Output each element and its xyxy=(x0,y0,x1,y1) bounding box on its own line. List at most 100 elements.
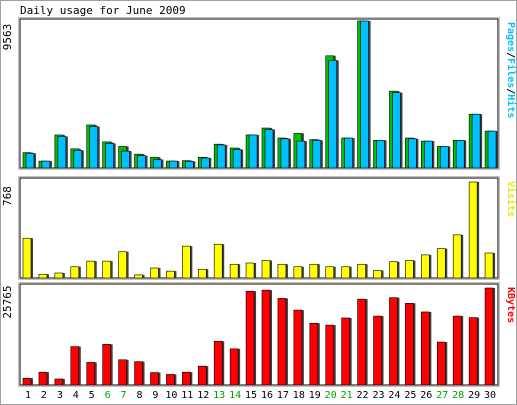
bar-files-day-29 xyxy=(471,113,481,169)
bar-kbytes-day-7 xyxy=(118,359,127,386)
bar-kbytes-day-16 xyxy=(261,289,271,386)
x-tick-label-day-14: 14 xyxy=(229,390,241,401)
bar-files-day-2 xyxy=(41,160,51,169)
bar-files-day-13 xyxy=(216,144,226,169)
bar-kbytes-day-6 xyxy=(102,344,111,386)
panel-1-ylabel: Visits xyxy=(505,181,517,217)
bar-kbytes-day-29 xyxy=(468,317,478,386)
bar-visits-day-3 xyxy=(54,272,64,279)
bar-files-day-25 xyxy=(408,138,417,169)
x-tick-label-day-4: 4 xyxy=(73,390,79,401)
bar-kbytes-day-27 xyxy=(436,341,446,386)
bar-kbytes-day-19 xyxy=(309,322,319,386)
bar-files-day-12 xyxy=(200,157,210,169)
panel-1-ymax-label: 768 xyxy=(1,186,14,206)
panel-0-ylabel-part: / xyxy=(505,52,516,58)
bar-visits-day-6 xyxy=(102,260,111,279)
bar-visits-day-8 xyxy=(134,274,143,279)
x-tick-label-day-27: 27 xyxy=(436,390,448,401)
bar-kbytes-day-11 xyxy=(182,371,191,386)
panel-1-outer-border xyxy=(18,176,500,280)
panel-2-frame xyxy=(19,283,499,386)
panel-0-ylabel-part: Pages xyxy=(505,22,516,52)
bar-kbytes-day-24 xyxy=(389,297,398,386)
bar-visits-day-27 xyxy=(436,248,446,279)
x-tick-label-day-13: 13 xyxy=(213,390,225,401)
bar-files-day-22 xyxy=(360,20,369,169)
bar-visits-day-24 xyxy=(389,261,398,279)
bar-files-day-17 xyxy=(280,138,290,169)
x-tick-label-day-18: 18 xyxy=(293,390,305,401)
bar-visits-day-7 xyxy=(118,251,127,279)
panel-1-frame xyxy=(19,177,499,279)
x-tick-label-day-23: 23 xyxy=(372,390,384,401)
bar-kbytes-day-25 xyxy=(405,303,414,386)
x-tick-label-day-10: 10 xyxy=(165,390,177,401)
bar-files-day-4 xyxy=(73,150,83,169)
bar-kbytes-day-28 xyxy=(452,315,462,386)
bar-files-day-19 xyxy=(312,140,322,169)
bar-files-day-5 xyxy=(89,126,99,169)
panel-0-outer-border xyxy=(18,17,500,170)
bar-visits-day-22 xyxy=(357,263,366,279)
bar-files-day-16 xyxy=(264,129,274,169)
bar-kbytes-day-22 xyxy=(357,298,366,386)
x-tick-label-day-24: 24 xyxy=(388,390,400,401)
bar-visits-day-29 xyxy=(468,181,478,279)
bar-visits-day-28 xyxy=(452,234,462,279)
bar-kbytes-day-17 xyxy=(277,298,287,386)
bar-visits-day-17 xyxy=(277,263,287,279)
x-tick-label-day-1: 1 xyxy=(25,390,31,401)
x-tick-label-day-17: 17 xyxy=(277,390,289,401)
x-tick-label-day-6: 6 xyxy=(105,390,111,401)
bar-files-day-11 xyxy=(185,161,194,169)
panel-2-ylabel: KBytes xyxy=(505,287,516,323)
bar-kbytes-day-5 xyxy=(86,362,96,386)
bar-files-day-27 xyxy=(439,146,449,169)
bar-kbytes-day-2 xyxy=(38,371,48,386)
bar-visits-day-15 xyxy=(245,262,255,279)
bar-files-day-30 xyxy=(487,130,497,169)
bar-files-day-14 xyxy=(232,149,242,169)
bar-kbytes-day-15 xyxy=(245,290,255,386)
bar-visits-day-21 xyxy=(341,266,350,279)
x-tick-label-day-15: 15 xyxy=(245,390,257,401)
panel-0-ylabel-part: Hits xyxy=(505,94,517,118)
x-tick-label-day-3: 3 xyxy=(57,390,63,401)
bar-kbytes-day-12 xyxy=(197,365,207,386)
bar-files-day-18 xyxy=(296,140,306,169)
bar-files-day-10 xyxy=(169,160,178,169)
bar-visits-day-30 xyxy=(484,252,494,279)
x-tick-label-day-20: 20 xyxy=(325,390,337,401)
panel-2-ymax-label: 25765 xyxy=(1,285,14,318)
bar-kbytes-day-9 xyxy=(150,372,159,386)
bar-visits-day-12 xyxy=(197,268,207,279)
bar-files-day-6 xyxy=(105,143,114,169)
x-tick-label-day-8: 8 xyxy=(136,390,142,401)
bar-files-day-3 xyxy=(57,136,67,169)
bar-kbytes-day-26 xyxy=(421,311,430,386)
panel-0-ylabel-part: Files xyxy=(505,58,517,88)
x-tick-label-day-25: 25 xyxy=(404,390,416,401)
bar-files-day-7 xyxy=(121,150,130,169)
x-tick-label-day-28: 28 xyxy=(452,390,464,401)
x-tick-label-day-16: 16 xyxy=(261,390,273,401)
bar-visits-day-25 xyxy=(405,260,414,279)
bar-kbytes-day-14 xyxy=(229,348,239,386)
x-tick-label-day-22: 22 xyxy=(357,390,369,401)
bar-visits-day-11 xyxy=(182,245,191,279)
bar-visits-day-2 xyxy=(38,273,48,279)
bar-visits-day-18 xyxy=(293,266,303,279)
bar-files-day-21 xyxy=(344,137,353,169)
bar-files-day-26 xyxy=(424,140,433,169)
bar-visits-day-16 xyxy=(261,260,271,279)
bar-files-day-8 xyxy=(137,155,146,169)
bar-files-day-9 xyxy=(153,159,162,169)
bar-kbytes-day-13 xyxy=(213,341,223,386)
bar-files-day-28 xyxy=(455,140,465,169)
bar-files-day-20 xyxy=(328,60,338,169)
bar-files-day-1 xyxy=(25,153,35,169)
x-tick-label-day-19: 19 xyxy=(309,390,321,401)
bar-visits-day-13 xyxy=(213,243,223,279)
x-tick-label-day-12: 12 xyxy=(197,390,209,401)
